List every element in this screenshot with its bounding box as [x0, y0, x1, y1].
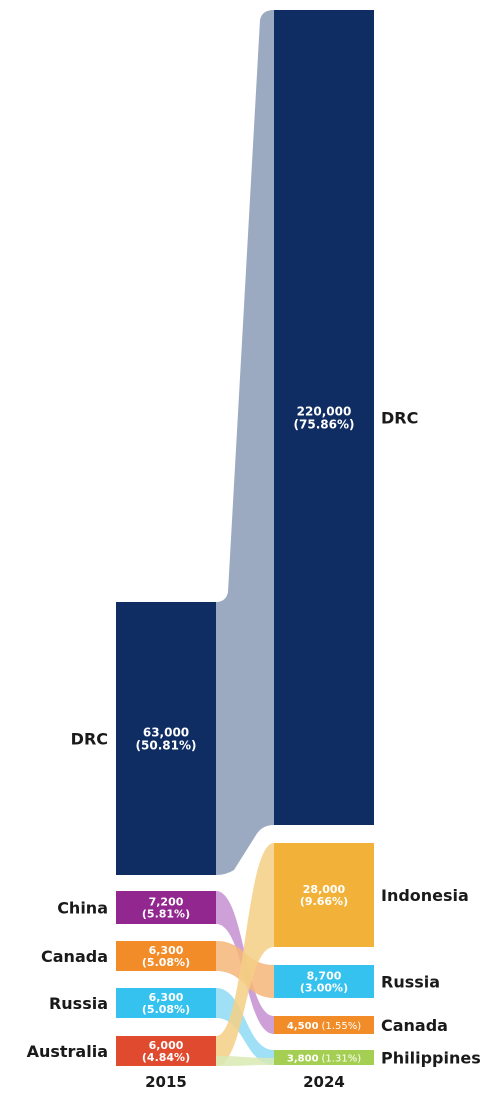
- node-bars: [116, 10, 374, 1066]
- year-label-2024: 2024: [303, 1073, 345, 1091]
- link-drc-to-drc: [216, 10, 274, 875]
- share-label-2015-china: (5.81%): [142, 908, 190, 921]
- country-label-2024-russia: Russia: [381, 973, 440, 992]
- bar-2015-russia: [116, 988, 216, 1018]
- value-label-2024-drc: 220,000: [297, 405, 352, 419]
- bar-2015-australia: [116, 1036, 216, 1066]
- value-label-2024-russia: 8,700: [307, 970, 342, 983]
- bar-2015-canada: [116, 941, 216, 971]
- bar-2024-indonesia: [274, 843, 374, 947]
- value-label-2015-drc: 63,000: [143, 726, 189, 740]
- year-label-2015: 2015: [145, 1073, 187, 1091]
- country-label-2024-philippines: Philippines: [381, 1049, 481, 1068]
- country-label-2015-canada: Canada: [41, 947, 108, 966]
- country-label-2015-australia: Australia: [27, 1042, 108, 1061]
- country-label-2024-indonesia: Indonesia: [381, 886, 469, 905]
- share-label-2024-philippines: (1.31%): [322, 1054, 362, 1065]
- value-label-2024-philippines: 3,800: [287, 1054, 319, 1065]
- country-label-2024-drc: DRC: [381, 409, 418, 428]
- share-label-2015-canada: (5.08%): [142, 956, 190, 969]
- bar-2015-drc: [116, 602, 216, 875]
- share-label-2015-russia: (5.08%): [142, 1003, 190, 1016]
- country-label-2024-canada: Canada: [381, 1016, 448, 1035]
- link-australia-to-philippines: [216, 1056, 274, 1066]
- country-label-2015-china: China: [57, 899, 108, 918]
- share-label-2024-indonesia: (9.66%): [300, 895, 348, 908]
- value-label-2024-indonesia: 28,000: [303, 883, 346, 896]
- share-label-2024-canada: (1.55%): [322, 1021, 362, 1032]
- value-share-label-2024-canada: 4,500 (1.55%): [287, 1021, 361, 1032]
- value-label-2015-russia: 6,300: [149, 991, 184, 1004]
- node-labels: 63,000(50.81%)DRC7,200(5.81%)China6,300(…: [27, 405, 481, 1068]
- value-label-2015-canada: 6,300: [149, 944, 184, 957]
- link-australia-to-indonesia: [216, 843, 274, 1066]
- value-share-label-2024-philippines: 3,800 (1.31%): [287, 1054, 361, 1065]
- country-label-2015-russia: Russia: [49, 994, 108, 1013]
- bar-2015-china: [116, 891, 216, 924]
- flow-links: [216, 10, 274, 1066]
- bar-2024-philippines: [274, 1050, 374, 1065]
- bar-2024-russia: [274, 965, 374, 998]
- value-label-2015-australia: 6,000: [149, 1039, 184, 1052]
- share-label-2024-russia: (3.00%): [300, 982, 348, 995]
- share-label-2015-australia: (4.84%): [142, 1051, 190, 1064]
- bar-2024-drc: [274, 10, 374, 825]
- value-label-2024-canada: 4,500: [287, 1021, 319, 1032]
- country-label-2015-drc: DRC: [71, 730, 108, 749]
- value-label-2015-china: 7,200: [149, 896, 184, 909]
- share-label-2024-drc: (75.86%): [294, 418, 355, 432]
- link-russia-to-philippines: [216, 988, 274, 1065]
- share-label-2015-drc: (50.81%): [136, 739, 197, 753]
- bar-2024-canada: [274, 1016, 374, 1034]
